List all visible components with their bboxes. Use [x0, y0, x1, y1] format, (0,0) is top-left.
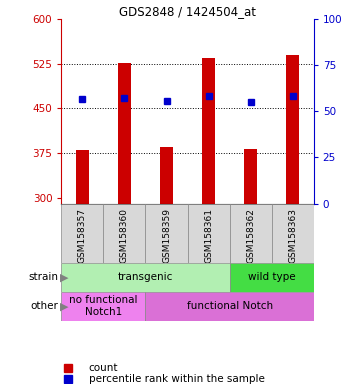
Bar: [188, 204, 229, 263]
Text: no functional
Notch1: no functional Notch1: [69, 295, 138, 317]
Bar: [286, 55, 299, 204]
Bar: [103, 204, 146, 263]
Title: GDS2848 / 1424504_at: GDS2848 / 1424504_at: [119, 5, 256, 18]
Text: ▶: ▶: [60, 272, 68, 283]
Bar: [272, 204, 314, 263]
Text: ▶: ▶: [60, 301, 68, 311]
Text: GSM158363: GSM158363: [288, 208, 297, 263]
Bar: [61, 263, 229, 292]
Bar: [146, 204, 188, 263]
Text: strain: strain: [28, 272, 58, 283]
Text: GSM158357: GSM158357: [78, 208, 87, 263]
Bar: [202, 58, 215, 204]
Bar: [61, 292, 146, 321]
Text: GSM158361: GSM158361: [204, 208, 213, 263]
Bar: [229, 204, 272, 263]
Bar: [76, 150, 89, 204]
Text: GSM158360: GSM158360: [120, 208, 129, 263]
Bar: [229, 263, 314, 292]
Bar: [244, 149, 257, 204]
Bar: [61, 204, 103, 263]
Text: percentile rank within the sample: percentile rank within the sample: [89, 374, 265, 384]
Bar: [118, 63, 131, 204]
Text: transgenic: transgenic: [118, 272, 173, 283]
Bar: [146, 292, 314, 321]
Text: GSM158359: GSM158359: [162, 208, 171, 263]
Text: other: other: [30, 301, 58, 311]
Bar: [160, 147, 173, 204]
Text: count: count: [89, 363, 118, 373]
Text: wild type: wild type: [248, 272, 295, 283]
Text: GSM158362: GSM158362: [246, 208, 255, 263]
Text: functional Notch: functional Notch: [187, 301, 273, 311]
